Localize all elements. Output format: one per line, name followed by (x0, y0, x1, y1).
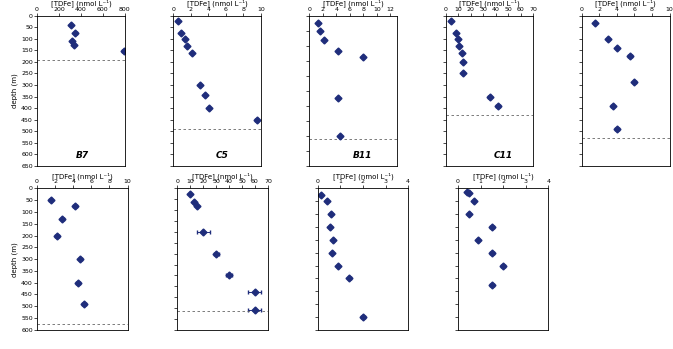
X-axis label: [TDFe] (nmol L⁻¹): [TDFe] (nmol L⁻¹) (187, 0, 248, 7)
X-axis label: [TDFe] (nmol L⁻¹): [TDFe] (nmol L⁻¹) (192, 172, 253, 180)
X-axis label: [TDFe] (nmol L⁻¹): [TDFe] (nmol L⁻¹) (473, 172, 534, 180)
X-axis label: [TDFe] (nmol L⁻¹): [TDFe] (nmol L⁻¹) (596, 0, 656, 7)
X-axis label: [TDFe] (nmol L⁻¹): [TDFe] (nmol L⁻¹) (332, 172, 393, 180)
Title: B11: B11 (353, 151, 373, 160)
Title: C11: C11 (494, 151, 513, 160)
Title: B7: B7 (76, 151, 89, 160)
Y-axis label: depth (m): depth (m) (12, 73, 18, 108)
X-axis label: [TDFe] (nmol L⁻¹): [TDFe] (nmol L⁻¹) (50, 0, 111, 7)
Y-axis label: depth (m): depth (m) (12, 242, 18, 276)
X-axis label: [TDFe] (nmol L⁻¹): [TDFe] (nmol L⁻¹) (52, 172, 112, 180)
Title: C5: C5 (216, 151, 229, 160)
X-axis label: [TDFe] (nmol L⁻¹): [TDFe] (nmol L⁻¹) (323, 0, 384, 7)
X-axis label: [TDFe] (nmol L⁻¹): [TDFe] (nmol L⁻¹) (459, 0, 520, 7)
